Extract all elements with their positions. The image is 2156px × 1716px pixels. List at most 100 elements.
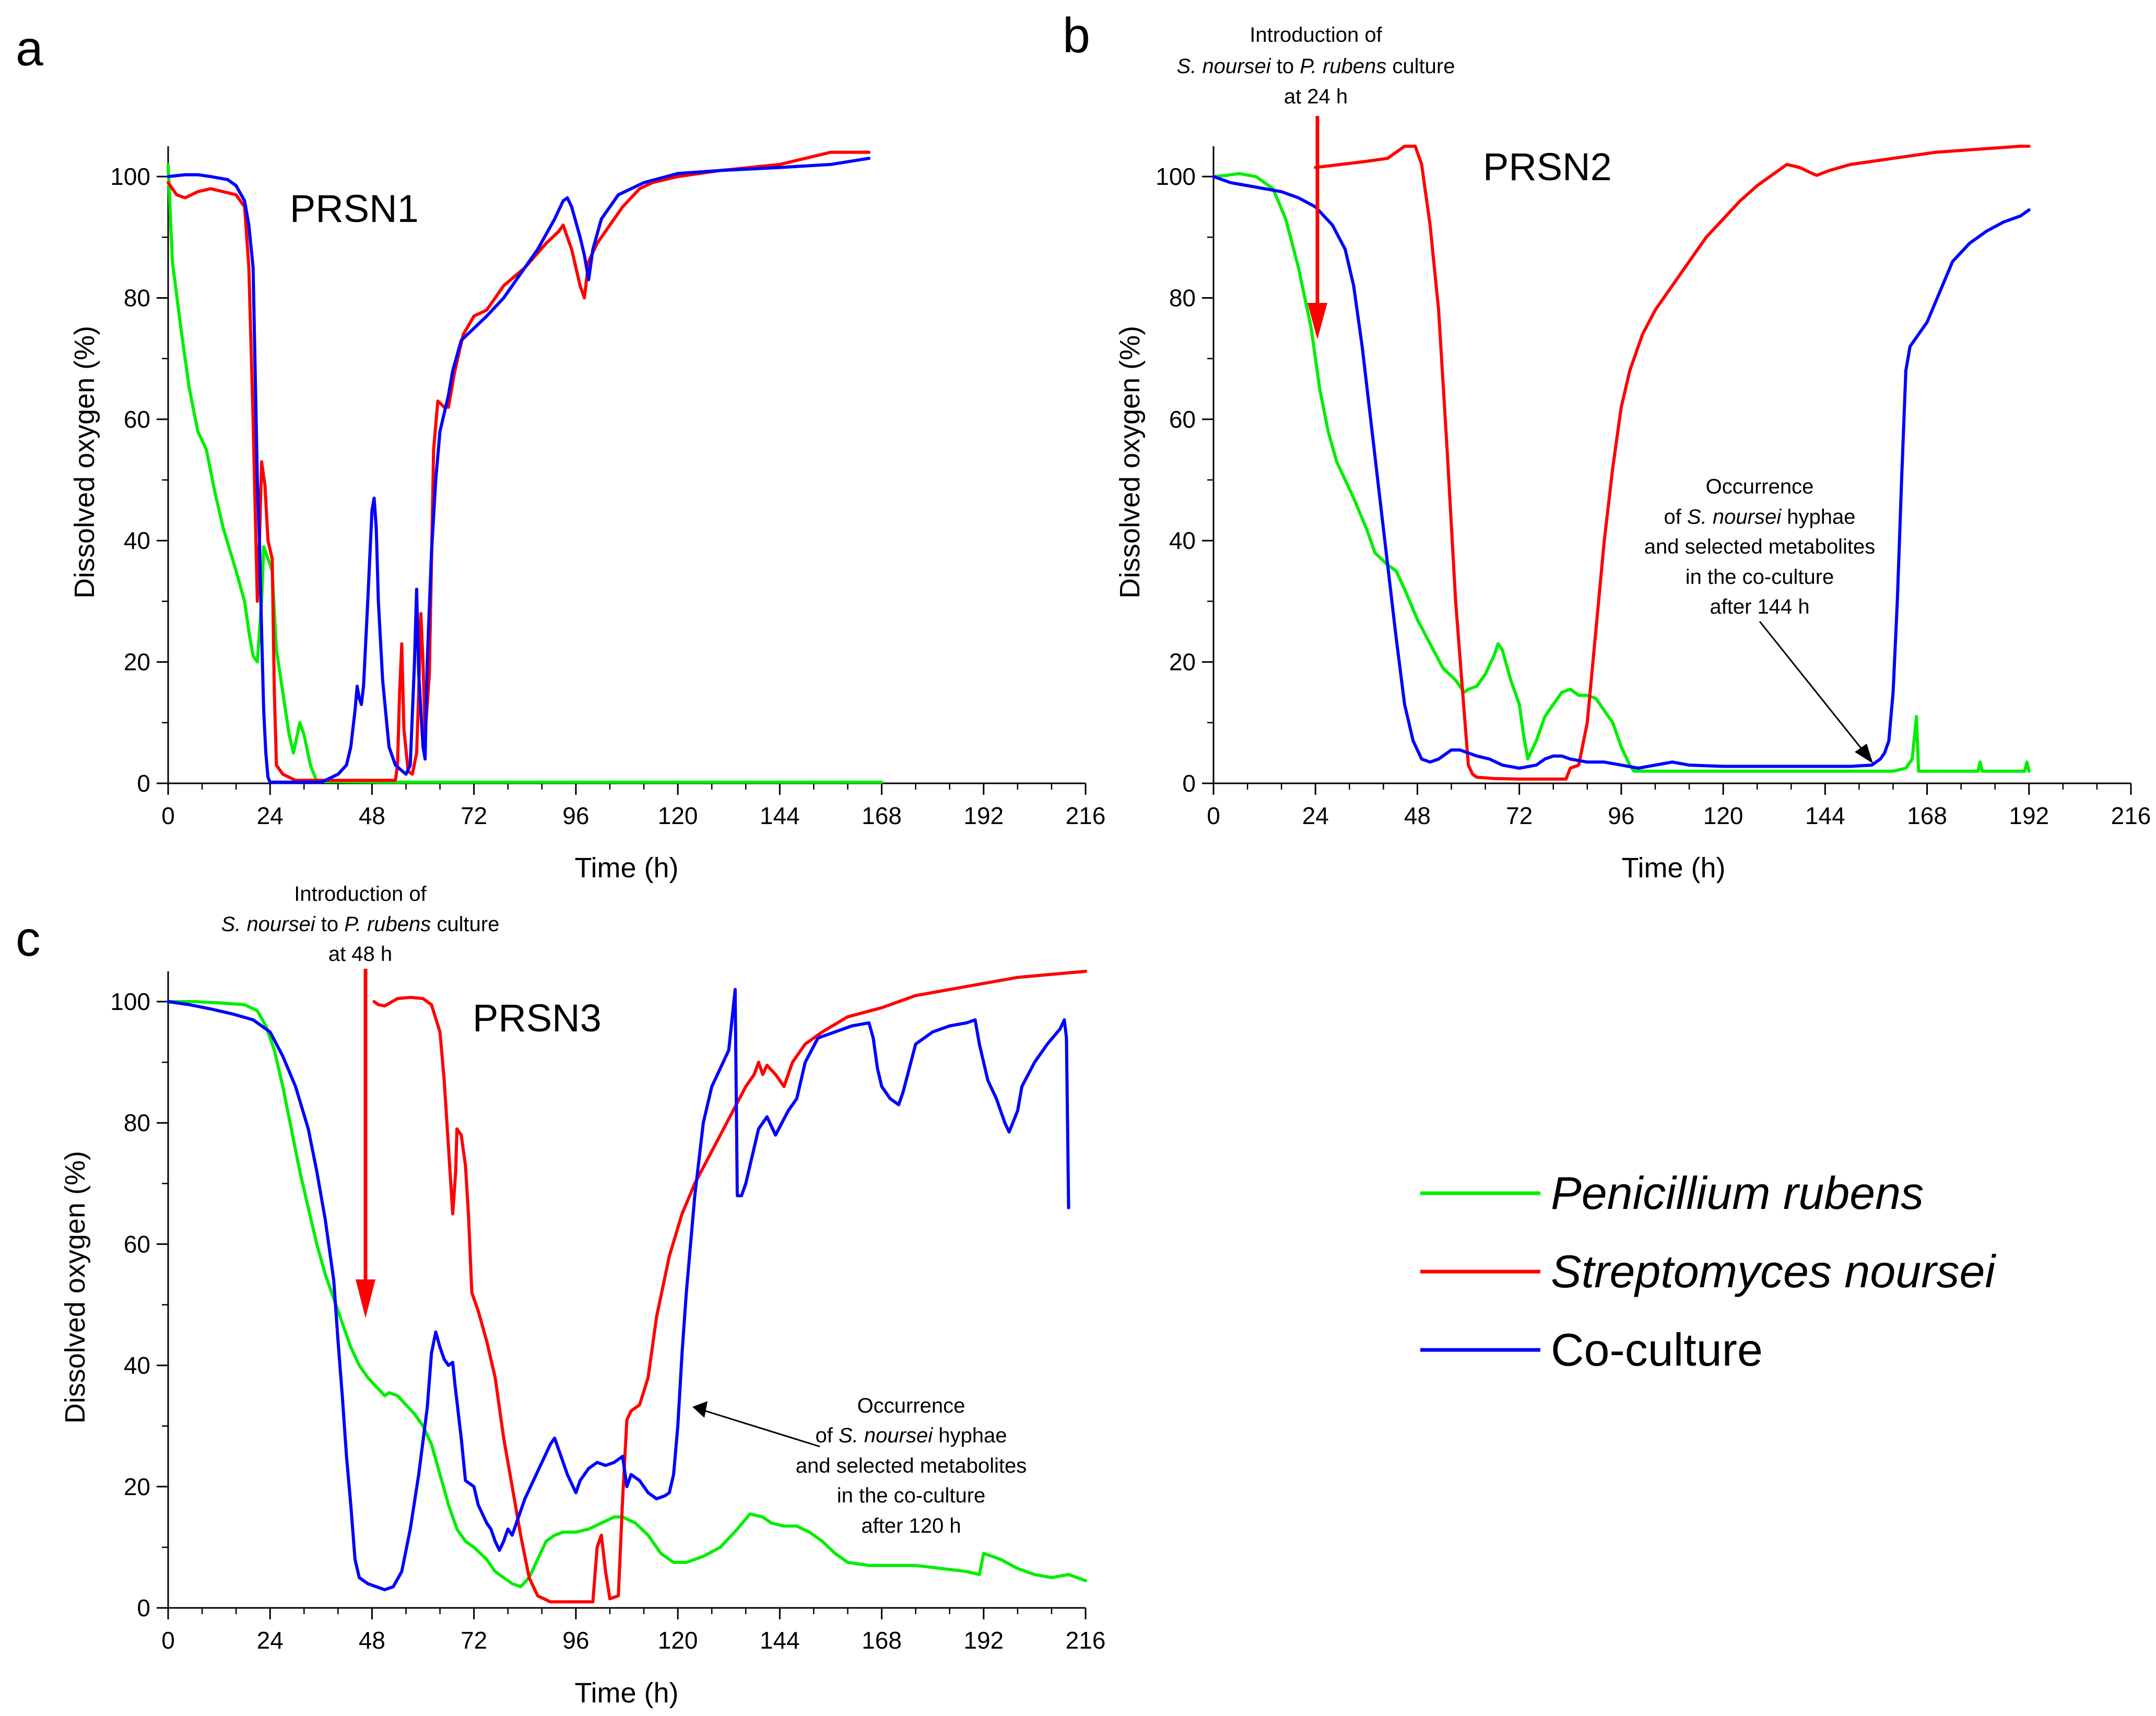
panel-a-series xyxy=(167,150,883,784)
c-occ-arrow-line xyxy=(702,1409,820,1448)
x-tick-label: 144 xyxy=(760,1627,800,1654)
x-tick-label: 192 xyxy=(963,1627,1004,1654)
panel-label-a: a xyxy=(16,21,43,76)
panel-c-series xyxy=(167,970,1087,1604)
y-tick-label: 80 xyxy=(124,284,150,311)
x-tick-label: 96 xyxy=(1608,802,1634,829)
b-intro-line1: Introduction of xyxy=(1250,23,1382,46)
b-intro-line3: at 24 h xyxy=(1284,85,1348,108)
series-line-co-culture xyxy=(167,988,1070,1592)
panel-b-occurrence-annotation: Occurrence of S. noursei hyphae and sele… xyxy=(1644,475,1876,763)
panel-b-title: PRSN2 xyxy=(1483,145,1612,189)
panel-c-intro-annotation: Introduction of S. noursei to P. rubens … xyxy=(221,883,500,1318)
y-tick-label: 20 xyxy=(124,1473,150,1500)
y-tick-label: 20 xyxy=(1169,649,1196,676)
x-tick-label: 96 xyxy=(562,1627,589,1654)
x-tick-label: 120 xyxy=(658,1627,698,1654)
x-tick-label: 72 xyxy=(461,802,487,829)
x-tick-label: 0 xyxy=(1207,802,1220,829)
panel-b-y-axis-title: Dissolved oxygen (%) xyxy=(1114,326,1146,598)
c-occ-line5: after 120 h xyxy=(861,1514,961,1537)
series-line-streptomyces-noursei xyxy=(1314,145,2031,781)
legend: Penicillium rubens Streptomyces noursei … xyxy=(1420,1167,1996,1376)
panel-a-x-axis-title: Time (h) xyxy=(575,852,679,884)
y-tick-label: 0 xyxy=(1182,770,1196,797)
series-line-penicillium-rubens xyxy=(167,162,883,784)
panel-label-c: c xyxy=(16,911,41,967)
y-tick-label: 40 xyxy=(124,1352,150,1379)
panel-a-axes: 0 24 48 72 96 120 144 168 192 216 0 20 40 60 80 100 xyxy=(110,146,1105,829)
b-occ-line2: of S. noursei hyphae xyxy=(1664,506,1856,528)
y-tick-label: 100 xyxy=(110,163,150,190)
b-occ-line3: and selected metabolites xyxy=(1644,535,1876,558)
x-tick-label: 24 xyxy=(1302,802,1329,829)
y-tick-label: 40 xyxy=(1169,527,1196,554)
panel-c-x-axis-title: Time (h) xyxy=(575,1677,679,1709)
x-tick-label: 192 xyxy=(963,802,1004,829)
panel-b: b PRSN2 0 24 48 72 96 120 144 168 192 216 0 20 40 60 8… xyxy=(1063,8,2151,884)
x-tick-label: 168 xyxy=(862,1627,902,1654)
x-tick-label: 0 xyxy=(161,1627,175,1654)
panel-a-title: PRSN1 xyxy=(290,187,419,230)
c-occ-line1: Occurrence xyxy=(857,1394,965,1417)
panel-b-x-axis-title: Time (h) xyxy=(1622,852,1726,884)
series-line-penicillium-rubens xyxy=(1212,172,2031,773)
legend-label-penicillium: Penicillium rubens xyxy=(1551,1167,1924,1219)
panel-c-axes: 0 24 48 72 96 120 144 168 192 216 0 20 40 60 80 100 xyxy=(110,971,1105,1654)
x-tick-label: 48 xyxy=(1404,802,1431,829)
x-tick-label: 48 xyxy=(359,1627,385,1654)
y-tick-label: 100 xyxy=(110,988,150,1015)
c-intro-line1: Introduction of xyxy=(294,883,427,906)
x-tick-label: 72 xyxy=(1506,802,1533,829)
series-line-co-culture xyxy=(167,157,871,784)
x-tick-label: 96 xyxy=(562,802,589,829)
y-tick-label: 80 xyxy=(124,1109,150,1136)
x-tick-label: 24 xyxy=(257,802,284,829)
x-tick-label: 216 xyxy=(1066,1627,1106,1654)
y-tick-label: 80 xyxy=(1169,284,1196,311)
x-tick-label: 144 xyxy=(760,802,800,829)
panel-c-y-axis-title: Dissolved oxygen (%) xyxy=(60,1151,91,1424)
series-line-co-culture xyxy=(1212,175,2031,770)
series-line-streptomyces-noursei xyxy=(372,970,1087,1604)
x-tick-label: 168 xyxy=(862,802,902,829)
legend-item-streptomyces: Streptomyces noursei xyxy=(1420,1245,1996,1297)
y-tick-label: 100 xyxy=(1156,163,1196,190)
legend-label-coculture: Co-culture xyxy=(1551,1324,1763,1376)
panel-a: a PRSN1 0 24 48 72 96 120 144 168 192 216 0 20 40 60 8… xyxy=(16,21,1105,884)
y-tick-label: 60 xyxy=(124,406,150,433)
c-occ-line2: of S. noursei hyphae xyxy=(816,1424,1007,1447)
legend-item-coculture: Co-culture xyxy=(1420,1324,1763,1376)
x-tick-label: 192 xyxy=(2009,802,2049,829)
x-tick-label: 168 xyxy=(1907,802,1947,829)
c-occ-line4: in the co-culture xyxy=(837,1484,986,1507)
y-tick-label: 40 xyxy=(124,527,150,554)
x-tick-label: 24 xyxy=(257,1627,284,1654)
x-tick-label: 120 xyxy=(1703,802,1743,829)
b-intro-line2: S. noursei to P. rubens culture xyxy=(1177,55,1455,78)
b-occ-line1: Occurrence xyxy=(1706,475,1814,498)
y-tick-label: 0 xyxy=(137,1594,150,1621)
panel-b-axes: 0 24 48 72 96 120 144 168 192 216 0 20 40 60 80 100 xyxy=(1156,146,2151,829)
panel-c-title: PRSN3 xyxy=(473,996,602,1040)
y-tick-label: 60 xyxy=(1169,406,1196,433)
x-tick-label: 120 xyxy=(658,802,698,829)
x-tick-label: 48 xyxy=(359,802,385,829)
panel-c-occurrence-annotation: Occurrence of S. noursei hyphae and sele… xyxy=(692,1394,1027,1537)
y-tick-label: 20 xyxy=(124,649,150,676)
x-tick-label: 72 xyxy=(461,1627,487,1654)
series-line-penicillium-rubens xyxy=(167,1000,1087,1589)
panel-label-b: b xyxy=(1063,8,1090,63)
panel-c: c PRSN3 0 24 48 72 96 120 144 168 192 216 0 20 40 60 8… xyxy=(16,883,1105,1709)
b-occ-line5: after 144 h xyxy=(1710,595,1809,618)
x-tick-label: 216 xyxy=(2111,802,2151,829)
legend-item-penicillium: Penicillium rubens xyxy=(1420,1167,1924,1219)
c-occ-arrow-head xyxy=(692,1401,708,1418)
x-tick-label: 216 xyxy=(1066,802,1106,829)
c-intro-arrow-head xyxy=(356,1279,375,1318)
b-occ-arrow-line xyxy=(1759,621,1867,755)
series-line-streptomyces-noursei xyxy=(167,150,871,782)
c-intro-line3: at 48 h xyxy=(328,943,392,966)
legend-label-streptomyces: Streptomyces noursei xyxy=(1551,1245,1996,1297)
c-intro-line2: S. noursei to P. rubens culture xyxy=(221,913,500,936)
